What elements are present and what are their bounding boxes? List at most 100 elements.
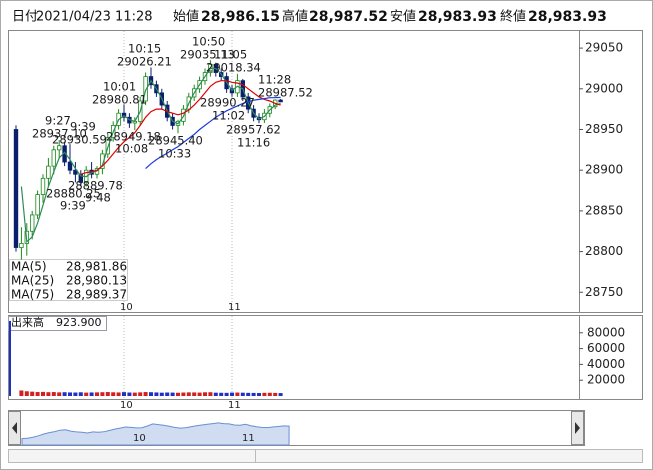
x-tick-label: 10: [120, 400, 133, 411]
volume-bar: [30, 391, 35, 396]
volume-bar: [273, 392, 278, 396]
volume-bar: [78, 392, 83, 396]
volume-bar: [219, 392, 224, 396]
header-value: 28,983.93: [418, 9, 497, 25]
legend-name: MA(75): [11, 288, 54, 302]
volume-bar: [165, 392, 170, 396]
annotation: 28957.62: [226, 123, 281, 137]
volume-label-box: [8, 316, 107, 331]
volume-bar: [84, 392, 89, 396]
x-tick-label: 11: [228, 400, 241, 411]
annotation: 11:16: [237, 136, 270, 150]
volume-bar: [230, 392, 234, 396]
annotation: 28990.27: [200, 96, 255, 110]
annotation: 11:05: [214, 48, 247, 62]
candle-body: [51, 149, 56, 167]
candle-body: [29, 214, 35, 232]
volume-bar: [192, 392, 197, 396]
header-label: 始値: [173, 9, 199, 25]
annotation: 29026.21: [117, 55, 172, 69]
price-axis-frame: [579, 30, 643, 313]
volume-bar: [116, 392, 121, 396]
candle-body: [73, 169, 78, 175]
volume-bar: [170, 392, 175, 396]
annotation: 9:39: [70, 120, 96, 134]
volume-bar: [100, 392, 105, 396]
y-tick-label: 28850: [585, 203, 623, 217]
volume-bar: [89, 392, 94, 396]
volume-bar: [105, 392, 110, 396]
volume-bar: [57, 392, 62, 396]
y-tick-label: 28750: [585, 285, 623, 299]
volume-bar: [9, 320, 11, 396]
annotation: 28930.59: [52, 133, 107, 147]
volume-bar: [235, 392, 240, 396]
volume-bar: [68, 392, 72, 396]
annotation: 9:27: [45, 114, 71, 128]
volume-bar: [224, 392, 229, 396]
y-tick-label: 29050: [585, 41, 623, 55]
legend-value: 28,980.13: [66, 274, 127, 288]
annotation: 10:50: [192, 35, 225, 49]
annotation: 28880.25: [46, 187, 101, 201]
volume-bar: [46, 392, 51, 396]
header-value: 28,986.15: [201, 9, 280, 25]
volume-bar: [154, 392, 159, 396]
volume-value: 923.900: [56, 316, 102, 329]
volume-bar: [240, 392, 245, 396]
volume-bar: [203, 392, 207, 396]
candle-body: [278, 99, 283, 103]
volume-bar: [51, 392, 56, 396]
volume-bar: [73, 392, 78, 396]
volume-bar: [181, 392, 186, 396]
annotation: 29018.34: [206, 61, 261, 75]
volume-bar: [138, 392, 143, 396]
volume-bar: [127, 392, 132, 396]
scroll-left-arrow: [12, 422, 17, 434]
volume-bar: [208, 392, 213, 396]
candle-body: [19, 243, 24, 248]
legend-name: MA(5): [11, 260, 47, 274]
y-tick-label: 20000: [587, 373, 625, 387]
volume-bar: [132, 392, 137, 396]
status-bar: [8, 449, 643, 463]
candle-body: [40, 177, 46, 196]
annotation: 10:15: [128, 42, 161, 56]
y-tick-label: 40000: [587, 357, 625, 371]
annotation: 11:28: [258, 73, 291, 87]
volume-bar: [278, 393, 283, 396]
volume-bar: [159, 392, 164, 396]
annotation: 28987.52: [258, 86, 313, 100]
y-tick-label: 28950: [585, 122, 623, 136]
annotation: 10:33: [158, 147, 191, 161]
navigator-area: [21, 422, 290, 446]
candle-body: [35, 194, 40, 216]
candle-body: [13, 129, 19, 248]
candle-body: [46, 165, 51, 179]
y-tick-label: 80000: [587, 325, 625, 339]
volume-bar: [246, 392, 251, 396]
annotation: 29035.13: [180, 48, 235, 62]
ma-line: [20, 67, 281, 244]
volume-bar: [267, 392, 272, 396]
volume-bar: [24, 391, 29, 396]
candle-body: [67, 161, 73, 171]
header-label: 終値: [500, 9, 526, 25]
annotation: 28937.10: [32, 127, 87, 141]
volume-bar: [186, 392, 191, 396]
annotation: 28945.40: [148, 134, 203, 148]
header-value: 28,987.52: [309, 9, 388, 25]
navigator-label: 11: [242, 433, 255, 444]
annotation: 9:48: [85, 191, 111, 205]
x-tick-label: 11: [228, 302, 241, 313]
annotation: 28949.18: [106, 130, 161, 144]
header-label: 日付: [12, 10, 38, 25]
header-value: 2021/04/23 11:28: [36, 10, 153, 25]
scroll-right-arrow: [575, 422, 580, 434]
header-label: 高値: [282, 9, 308, 25]
x-tick-label: 10: [120, 302, 133, 313]
annotation: 11:02: [212, 109, 245, 123]
y-tick-label: 29000: [585, 81, 623, 95]
volume-bar: [143, 392, 148, 396]
volume-bar: [149, 392, 153, 396]
